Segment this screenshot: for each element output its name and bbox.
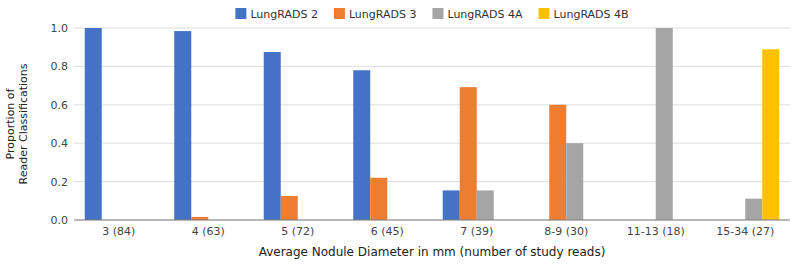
- x-tick-label: 4 (63): [192, 225, 225, 238]
- legend-swatch: [334, 8, 345, 19]
- bar: [370, 178, 387, 220]
- bar: [443, 190, 460, 220]
- x-tick-label: 8-9 (30): [544, 225, 588, 238]
- bar: [174, 31, 191, 220]
- x-tick-label: 7 (39): [460, 225, 493, 238]
- x-tick-label: 15-34 (27): [716, 225, 774, 238]
- bar: [549, 105, 566, 220]
- grid-line: [74, 220, 790, 221]
- legend-label: LungRADS 2: [250, 8, 318, 21]
- bar: [353, 70, 370, 220]
- chart: 0.0 0.2 0.4 0.6 0.8 1.0 3 (84) 4 (63) 5 (72) 6 (4…: [0, 0, 800, 264]
- legend: LungRADS 2 LungRADS 3 LungRADS 4A LungRADS …: [235, 8, 628, 21]
- bar: [264, 52, 281, 220]
- y-tick-label: 0.0: [51, 214, 69, 227]
- y-tick-label: 0.4: [51, 137, 69, 150]
- x-tick-label: 11-13 (18): [627, 225, 685, 238]
- bar: [460, 87, 477, 220]
- bar: [745, 199, 762, 220]
- legend-item: LungRADS 4A: [432, 8, 523, 21]
- x-axis-label: Average Nodule Diameter in mm (number of…: [259, 245, 606, 259]
- y-axis-label-line: Proportion of: [4, 87, 17, 159]
- x-tick-label: 5 (72): [281, 225, 314, 238]
- grid-line: [74, 28, 790, 29]
- y-axis-label: Proportion ofReader Classifications: [4, 63, 30, 184]
- legend-item: LungRADS 2: [235, 8, 318, 21]
- x-tick-label: 3 (84): [102, 225, 135, 238]
- legend-label: LungRADS 4B: [554, 8, 629, 21]
- bar: [656, 28, 673, 220]
- bar: [85, 28, 102, 220]
- legend-swatch: [235, 8, 246, 19]
- bar: [281, 196, 298, 220]
- y-tick-label: 0.8: [51, 60, 69, 73]
- legend-swatch: [539, 8, 550, 19]
- legend-item: LungRADS 4B: [539, 8, 629, 21]
- legend-label: LungRADS 3: [349, 8, 417, 21]
- x-axis-line: [74, 220, 790, 221]
- y-tick-label: 0.6: [51, 99, 69, 112]
- bar: [477, 190, 494, 220]
- legend-swatch: [432, 8, 443, 19]
- legend-label: LungRADS 4A: [447, 8, 523, 21]
- bar: [566, 143, 583, 220]
- y-axis-label-line: Reader Classifications: [17, 63, 30, 184]
- y-tick-label: 0.2: [51, 176, 69, 189]
- x-tick-label: 6 (45): [371, 225, 404, 238]
- legend-item: LungRADS 3: [334, 8, 417, 21]
- bar: [762, 49, 779, 220]
- y-tick-label: 1.0: [51, 22, 69, 35]
